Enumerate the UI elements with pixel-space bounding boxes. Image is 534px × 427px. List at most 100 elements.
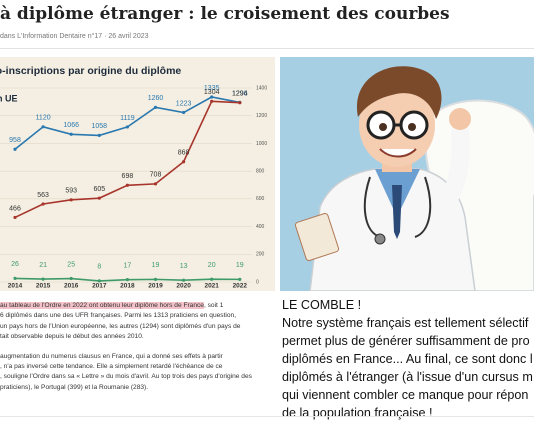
byline: dans L'Information Dentaire n°17 · 26 av… (0, 33, 149, 40)
data-label: 25 (67, 261, 75, 268)
hand (449, 108, 471, 130)
data-point (153, 277, 158, 281)
data-label: 466 (9, 205, 21, 212)
y-tick-label: 1400 (256, 85, 267, 91)
body-line: , souligne l'Ordre dans sa « Lettre » du… (0, 373, 252, 381)
caption: LE COMBLE ! Notre système français est t… (282, 296, 534, 422)
article-body: au tableau de l'Ordre en 2022 ont obtenu… (0, 301, 274, 393)
data-point (41, 125, 45, 129)
stethoscope (363, 176, 432, 238)
article-title: à diplôme étranger : le croisement des c… (0, 4, 450, 24)
data-point (69, 276, 73, 281)
y-tick-label: 1000 (256, 141, 267, 147)
data-point (238, 277, 242, 281)
tie (392, 185, 402, 239)
data-point (182, 278, 186, 282)
y-tick-label: 400 (256, 224, 265, 230)
x-tick-label: 2016 (64, 283, 79, 290)
data-label: 1119 (120, 115, 135, 122)
y-tick-label: 600 (256, 196, 265, 202)
x-tick-label: 2022 (233, 283, 248, 290)
body-line: 6 diplômés dans une des UFR françaises. … (0, 312, 237, 320)
data-point (153, 105, 158, 109)
spacer (0, 343, 274, 352)
caption-line: permet plus de générer suffisamment de p… (282, 334, 530, 348)
y-tick-label: 0 (256, 279, 259, 285)
stethoscope-head (374, 233, 386, 245)
caption-heading: LE COMBLE ! (282, 298, 362, 312)
y-tick-label: 200 (256, 252, 265, 258)
data-label: 1296 (232, 90, 248, 97)
cartoon (280, 57, 534, 291)
data-point (210, 99, 214, 103)
data-point (182, 160, 186, 164)
x-tick-label: 2015 (36, 283, 51, 290)
hair (356, 66, 442, 119)
eye (408, 123, 416, 131)
data-point (97, 133, 101, 137)
data-point (210, 277, 214, 281)
data-label: 19 (152, 262, 160, 269)
chart: des primo-inscriptions par origine du di… (0, 57, 275, 291)
data-point (182, 110, 186, 115)
body-line: augmentation du numerus clausus en Franc… (0, 352, 223, 360)
data-label: 20 (208, 262, 216, 269)
data-label: 1260 (148, 95, 164, 102)
separator (0, 48, 534, 49)
x-tick-label: 2020 (176, 283, 191, 290)
data-label: 1058 (92, 123, 108, 130)
data-point (210, 95, 214, 99)
data-point (238, 101, 242, 105)
data-label: 8 (97, 264, 101, 271)
data-point (125, 125, 129, 129)
x-tick-label: 2019 (148, 283, 163, 290)
chart-title: des primo-inscriptions par origine du di… (0, 65, 181, 77)
x-tick-label: 2018 (120, 283, 135, 290)
body-line: un pays hors de l'Union européenne, les … (0, 322, 241, 330)
chart-background (0, 57, 275, 291)
data-label: 1223 (176, 100, 192, 107)
data-label: 593 (65, 188, 77, 195)
coat (309, 168, 476, 291)
data-label: 708 (150, 172, 162, 179)
eye (379, 123, 387, 131)
x-tick-label: 2017 (92, 283, 107, 290)
data-point (125, 278, 129, 282)
body-line: au tableau de l'Ordre en 2022 ont obtenu… (0, 301, 274, 311)
data-point (13, 215, 17, 220)
data-label: 19 (236, 262, 244, 269)
data-point (69, 198, 73, 202)
data-point (69, 132, 73, 136)
data-point (97, 196, 101, 200)
data-point (125, 183, 129, 187)
data-point (97, 279, 101, 283)
highlight: au tableau de l'Ordre en 2022 ont obtenu… (0, 302, 204, 309)
data-label: 1294 (232, 91, 248, 98)
data-label: 21 (39, 262, 47, 269)
caption-line: diplômés à l'étranger (à l'issue d'un cu… (282, 370, 533, 384)
data-point (13, 276, 17, 280)
clipboard (294, 213, 340, 261)
data-label: 698 (122, 173, 134, 180)
data-point (153, 182, 158, 186)
data-label: 605 (93, 186, 105, 193)
data-label: 13 (180, 263, 188, 270)
data-label: 17 (124, 262, 132, 269)
data-label: 1335 (204, 85, 220, 92)
data-point (13, 147, 17, 151)
body-line: praticiens), le Portugal (399) et la Rou… (0, 383, 149, 391)
y-tick-label: 800 (256, 168, 265, 174)
smile (379, 148, 417, 158)
data-label: 1120 (36, 115, 51, 122)
data-label: 1066 (63, 122, 79, 129)
data-point (41, 277, 45, 281)
arm (441, 123, 470, 206)
x-tick-label: 2014 (8, 283, 23, 290)
data-label: 958 (9, 137, 21, 144)
body-line: tait observable depuis le début des anné… (0, 333, 144, 341)
text: , soit 1 (203, 302, 224, 309)
body-line: , n'a pas inversé cette tendance. Elle a… (0, 363, 223, 371)
separator (0, 416, 534, 417)
data-label: 868 (178, 150, 190, 157)
